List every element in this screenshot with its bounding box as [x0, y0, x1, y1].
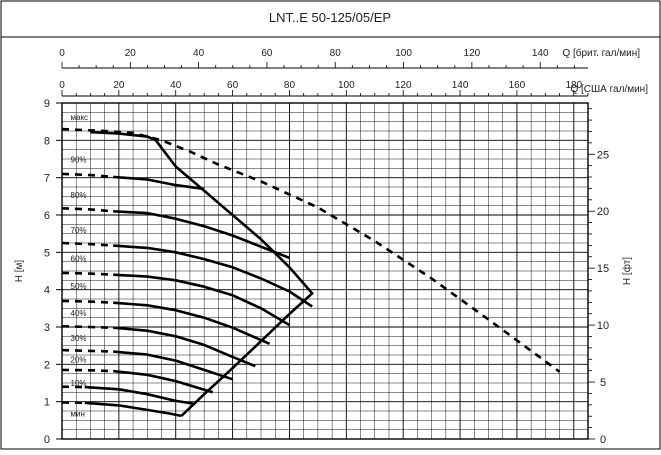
- left-axis-tick-label: 8: [44, 135, 50, 147]
- curve-70pct: [62, 243, 113, 246]
- us-axis-tick-label: 0: [59, 80, 65, 91]
- top-axis-tick-label: 60: [261, 48, 273, 59]
- grid-layer: [62, 103, 588, 439]
- curve-90pct: [62, 174, 113, 177]
- curve-label: 70%: [71, 226, 87, 235]
- right-axis-tick-label: 20: [597, 206, 609, 218]
- us-axis-tick-label: 100: [338, 80, 355, 91]
- curve-80pct: [62, 208, 113, 211]
- curve-label: 90%: [71, 156, 87, 165]
- curve-50pct: [113, 303, 269, 344]
- us-axis-tick-label: 120: [395, 80, 412, 91]
- right-axis-tick-label: 5: [600, 377, 606, 389]
- curve-label: 50%: [71, 282, 87, 291]
- top-axis-tick-label: 0: [59, 48, 65, 59]
- curve-label: 20%: [71, 355, 87, 364]
- curve-20pct: [62, 370, 113, 371]
- us-axis-label: Q [США гал/мин]: [570, 84, 648, 95]
- curve-label: 30%: [71, 334, 87, 343]
- left-axis-tick-label: 3: [44, 322, 50, 334]
- curve-label: макс: [71, 113, 89, 122]
- top-axis-tick-label: 20: [125, 48, 137, 59]
- top-axis-tick-label: 100: [395, 48, 412, 59]
- curve-80pct: [113, 211, 289, 258]
- left-axis-tick-label: 1: [44, 397, 50, 409]
- labels-layer: макс 90% 80% 70% 60% 50% 40% 30% 20% 10% мин: [71, 113, 89, 419]
- us-axis-tick-label: 60: [227, 80, 239, 91]
- top-axis-tick-label: 80: [330, 48, 342, 59]
- top-axis-tick-label: 140: [532, 48, 549, 59]
- curve-label: мин: [71, 410, 85, 419]
- curve-10pct: [85, 387, 193, 403]
- right-axis-tick-label: 15: [597, 263, 609, 275]
- left-axis-tick-label: 5: [44, 247, 50, 259]
- curve-50pct: [62, 301, 113, 303]
- us-axis-tick-label: 160: [509, 80, 526, 91]
- top-axis-tick-label: 40: [193, 48, 205, 59]
- right-axis-tick-label: 25: [597, 149, 609, 161]
- left-axis-tick-label: 6: [44, 210, 50, 222]
- series-layer: [62, 129, 560, 416]
- us-axis-tick-label: 80: [284, 80, 296, 91]
- curve-envelope: [176, 167, 313, 416]
- us-axis-tick-label: 20: [113, 80, 125, 91]
- curve-label: 10%: [71, 379, 87, 388]
- us-axis-tick-label: 40: [170, 80, 182, 91]
- curve-60pct: [62, 273, 113, 275]
- curve-label: 80%: [71, 191, 87, 200]
- top-axis-label: Q [брит. гал/мин]: [562, 47, 640, 59]
- left-axis-tick-label: 2: [44, 359, 50, 371]
- curve-30pct: [62, 350, 113, 352]
- curve-макс: [62, 129, 560, 372]
- left-axis-tick-label: 7: [44, 173, 50, 185]
- curve-label: 40%: [71, 309, 87, 318]
- right-axis-label: H [фт]: [621, 257, 633, 285]
- curve-30pct: [113, 352, 232, 380]
- left-axis-tick-label: 0: [44, 434, 50, 446]
- left-axis-tick-label: 9: [44, 98, 50, 110]
- left-axis-label: H [м]: [14, 260, 25, 283]
- top-axis-tick-label: 120: [464, 48, 481, 59]
- right-axis-tick-label: 0: [600, 434, 606, 446]
- chart-title: LNT..E 50-125/05/EP: [269, 10, 391, 25]
- left-axis-tick-label: 4: [44, 285, 50, 297]
- curve-20pct: [113, 371, 213, 392]
- right-axis-tick-label: 10: [597, 320, 609, 332]
- us-axis-tick-label: 140: [452, 80, 469, 91]
- curve-label: 60%: [71, 255, 87, 264]
- curve-40pct: [113, 328, 255, 367]
